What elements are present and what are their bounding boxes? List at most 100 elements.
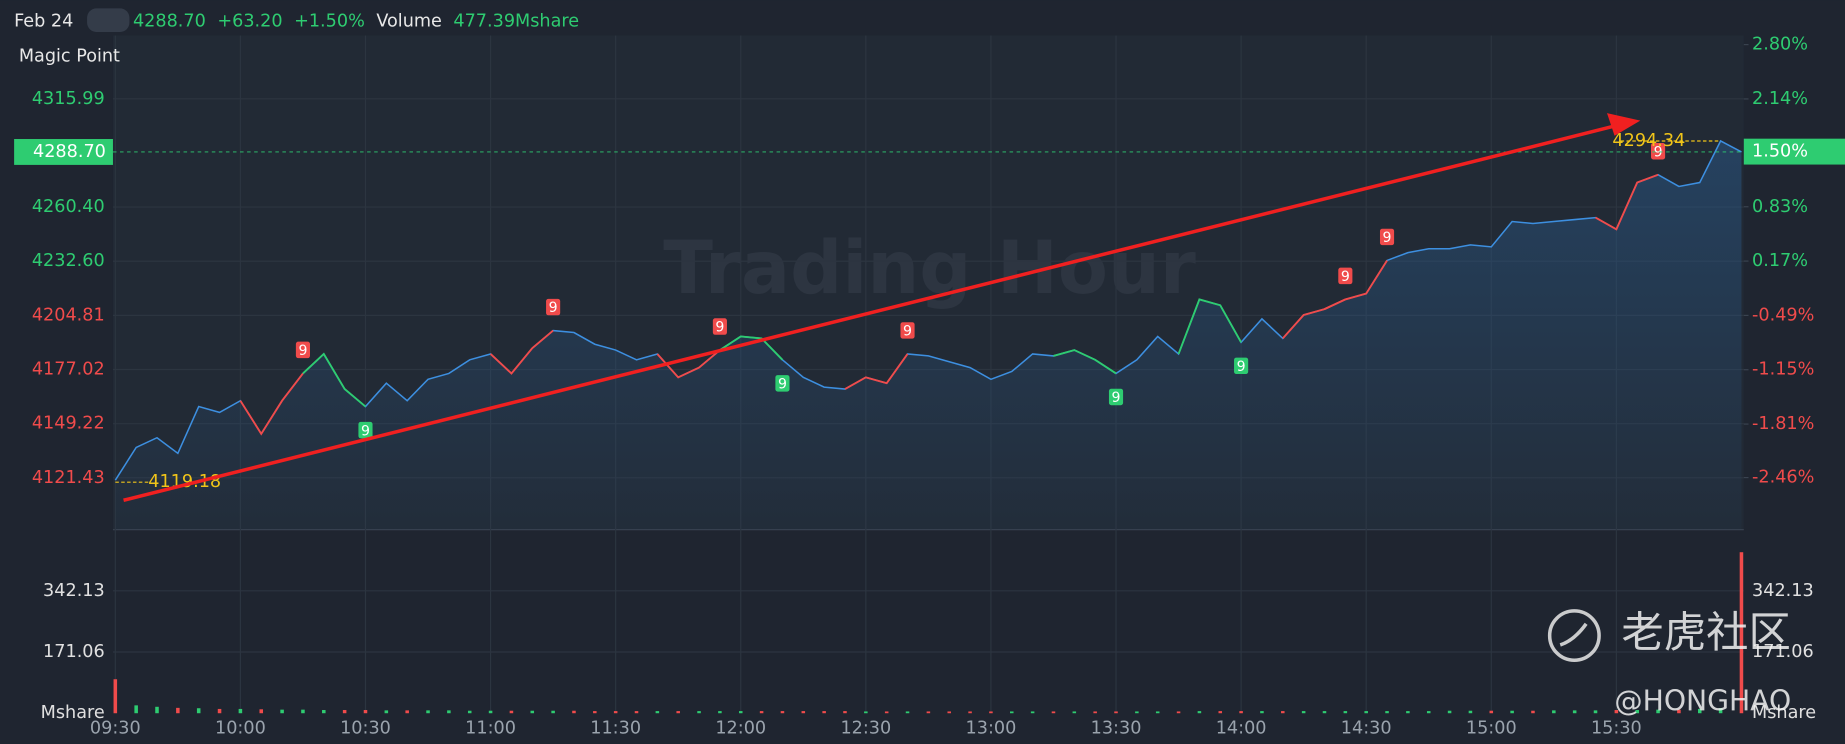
- signal-label: 9: [715, 320, 724, 336]
- volume-axis-label-right: Mshare: [1752, 703, 1816, 723]
- volume-bar: [1718, 708, 1723, 714]
- x-tick-label: 11:00: [465, 719, 516, 739]
- x-tick-label: 13:30: [1091, 719, 1142, 739]
- volume-bar: [1343, 711, 1348, 714]
- volume-bar: [1281, 711, 1285, 714]
- high-label: 4294.34: [1612, 131, 1685, 151]
- volume-bar: [1239, 711, 1243, 714]
- volume-tick-label: 171.06: [43, 642, 105, 662]
- price-line: [114, 139, 1742, 481]
- x-tick-label: 10:00: [215, 719, 266, 739]
- y2-tick-label: 0.83%: [1752, 197, 1808, 217]
- price-area: [115, 140, 1742, 530]
- signal-segment: [1595, 173, 1659, 231]
- signal-segment: [656, 349, 721, 379]
- header-volume-label: Volume: [376, 11, 442, 31]
- signal-badge: [358, 421, 373, 439]
- volume-bar: [1468, 710, 1473, 714]
- volume-bar: [1572, 710, 1577, 714]
- volume-bar: [322, 710, 326, 714]
- volume-bar: [1656, 709, 1660, 714]
- volume-bar: [1114, 711, 1118, 714]
- volume-bar: [530, 710, 535, 714]
- volume-bar: [1593, 710, 1598, 714]
- volume-bar: [467, 710, 472, 714]
- signal-badge: [1379, 228, 1395, 246]
- signal-label: 9: [298, 343, 307, 359]
- y-tick-label: 4121.43: [32, 468, 105, 488]
- volume-bar: [384, 710, 389, 714]
- x-tick-label: 12:00: [715, 719, 766, 739]
- volume-bar: [780, 711, 785, 714]
- x-tick-label: 12:30: [840, 719, 891, 739]
- volume-bar: [822, 711, 826, 714]
- signal-segment: [1053, 349, 1117, 375]
- volume-axis-label: Mshare: [41, 703, 105, 723]
- brand-watermark: 老虎社区 @HONGHAO: [1547, 608, 1791, 718]
- signal-badge: [1338, 267, 1353, 285]
- volume-bar: [1322, 711, 1327, 714]
- author-text: @HONGHAO: [1614, 685, 1791, 718]
- brand-logo: [1547, 609, 1601, 663]
- volume-bar: [655, 711, 660, 714]
- volume-bar: [864, 711, 868, 714]
- volume-bar: [697, 711, 701, 714]
- header-quote: 4288.70 +63.20 +1.50% Volume 477.39Mshar…: [133, 11, 579, 31]
- volume-bar: [572, 710, 576, 714]
- volume-bar: [718, 711, 722, 714]
- y-tick-label: 4204.81: [32, 305, 105, 325]
- volume-bar: [968, 711, 972, 714]
- volume-bar: [801, 711, 806, 714]
- volume-bar: [843, 711, 847, 714]
- x-tick-label: 14:30: [1341, 719, 1392, 739]
- brand-text: 老虎社区: [1621, 608, 1790, 657]
- y-tick-label: 4177.02: [32, 360, 105, 380]
- volume-bar: [1385, 711, 1389, 714]
- y2-tick-label: -2.46%: [1752, 468, 1814, 488]
- volume-bar: [259, 709, 264, 714]
- volume-bar: [426, 710, 430, 714]
- volume-bar: [238, 708, 243, 714]
- plot-layer: 09:30 10:00 10:30 11:00 11:30 12:00 12:30 13:00…: [14, 35, 1845, 739]
- header-volume: 477.39Mshare: [453, 11, 579, 31]
- blurred-symbol: [87, 8, 130, 32]
- y2-tick-label: 2.14%: [1752, 89, 1808, 109]
- y2-tick-label: -0.49%: [1752, 305, 1814, 325]
- signal-label: 9: [1654, 144, 1663, 160]
- signal-label: 9: [1383, 230, 1392, 246]
- volume-bar: [280, 709, 284, 714]
- signal-segment: [719, 335, 784, 361]
- volume-bar: [509, 710, 514, 714]
- volume-bar: [447, 710, 451, 714]
- y-tick-label: 4315.99: [32, 89, 105, 109]
- volume-bar: [738, 711, 743, 714]
- volume-bar: [1531, 710, 1535, 714]
- signal-segment: [1324, 259, 1388, 311]
- volume-bar: [1739, 552, 1744, 714]
- volume-bar: [1176, 711, 1181, 714]
- volume-bar: [301, 709, 305, 714]
- x-tick-label: 13:00: [966, 719, 1017, 739]
- signal-label: 9: [549, 300, 558, 316]
- signal-segment: [302, 352, 367, 408]
- volume-bar: [488, 710, 493, 714]
- volume-bar: [1051, 711, 1056, 714]
- last-pct-box: [1743, 138, 1845, 165]
- volume-bar: [176, 707, 180, 714]
- signal-label: 9: [1237, 359, 1246, 375]
- header-price: 4288.70: [133, 11, 206, 31]
- y-tick-label: 4260.40: [32, 197, 105, 217]
- trend-arrow-head: [1607, 113, 1641, 136]
- volume-bar: [1135, 711, 1139, 714]
- header-change-pct: +1.50%: [294, 11, 365, 31]
- volume-bar: [1364, 711, 1368, 714]
- volume-bar: [342, 710, 347, 714]
- volume-bar: [1093, 711, 1097, 714]
- signal-label: 9: [1341, 269, 1350, 285]
- volume-bar: [676, 711, 680, 714]
- last-pct-label: 1.50%: [1752, 142, 1808, 162]
- volume-bar: [1030, 711, 1035, 714]
- volume-bar: [1072, 711, 1077, 714]
